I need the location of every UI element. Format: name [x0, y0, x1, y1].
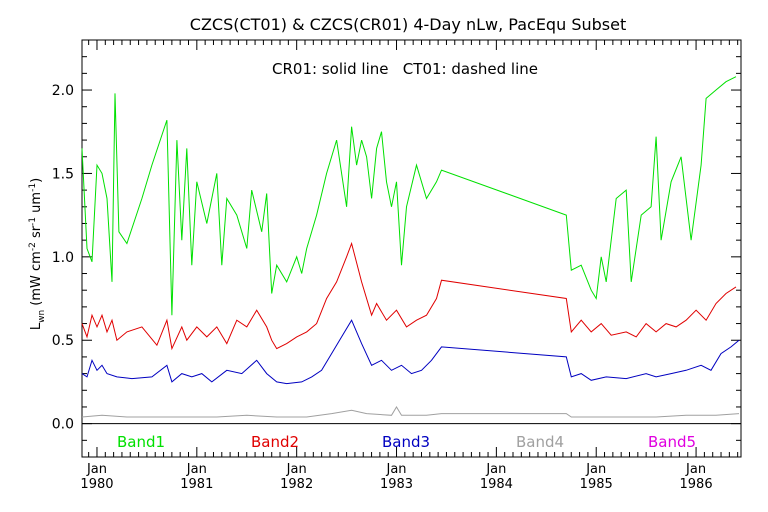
y-tick-label: 0.5 — [52, 333, 74, 349]
y-axis-label-close: ) — [29, 178, 44, 183]
y-tick-label: 0.0 — [52, 417, 74, 433]
y-axis-label: Lwn (mW cm-2 sr-1 um-1) — [28, 178, 47, 330]
series-line-band2 — [81, 241, 737, 351]
x-tick-label-month: Jan — [286, 462, 307, 477]
legend-label-band1: Band1 — [117, 433, 165, 451]
x-tick-label-month: Jan — [86, 462, 107, 477]
y-axis-label-um: um — [29, 192, 44, 217]
y-axis-label-sup1: -2 — [28, 242, 38, 251]
y-axis-label-sup3: -1 — [28, 183, 38, 192]
x-tick-label-year: 1984 — [480, 477, 513, 492]
plot-area — [81, 39, 742, 458]
y-axis-label-sub: wn — [37, 310, 47, 323]
y-axis-label-mid: sr — [29, 225, 44, 242]
legend-label-band3: Band3 — [382, 433, 430, 451]
plot-frame — [81, 39, 742, 458]
y-tick-label: 2.0 — [52, 83, 74, 99]
x-tick-label-year: 1985 — [580, 477, 613, 492]
series-line-band3 — [81, 319, 740, 385]
y-tick-label: 1.0 — [52, 250, 74, 266]
x-tick-label-month: Jan — [685, 462, 706, 477]
legend-label-band2: Band2 — [251, 433, 299, 451]
chart-title: CZCS(CT01) & CZCS(CR01) 4-Day nLw, PacEq… — [190, 15, 626, 34]
y-axis-label-rest: (mW cm — [29, 251, 44, 310]
x-tick-label-year: 1983 — [380, 477, 413, 492]
series-line-band1 — [81, 76, 737, 316]
x-tick-label-year: 1986 — [680, 477, 713, 492]
x-tick-label-month: Jan — [485, 462, 506, 477]
x-tick-label-year: 1982 — [280, 477, 313, 492]
x-tick-labels: Jan1980Jan1981Jan1982Jan1983Jan1984Jan19… — [80, 462, 712, 492]
x-tick-label-year: 1981 — [180, 477, 213, 492]
x-tick-label-month: Jan — [186, 462, 207, 477]
series-line-band4 — [81, 406, 740, 418]
y-axis-label-main: L — [29, 322, 44, 330]
y-tick-label: 1.5 — [52, 166, 74, 182]
x-tick-label-year: 1980 — [80, 477, 113, 492]
y-tick-labels: 0.0 0.5 1.0 1.5 2.0 — [52, 83, 74, 433]
y-axis-label-sup2: -1 — [28, 217, 38, 226]
legend: Band1 Band2 Band3 Band4 Band5 — [117, 433, 696, 451]
legend-label-band4: Band4 — [516, 433, 564, 451]
x-tick-label-month: Jan — [385, 462, 406, 477]
legend-label-band5: Band5 — [648, 433, 696, 451]
x-tick-label-month: Jan — [585, 462, 606, 477]
chart-subtitle: CR01: solid line CT01: dashed line — [272, 60, 538, 78]
